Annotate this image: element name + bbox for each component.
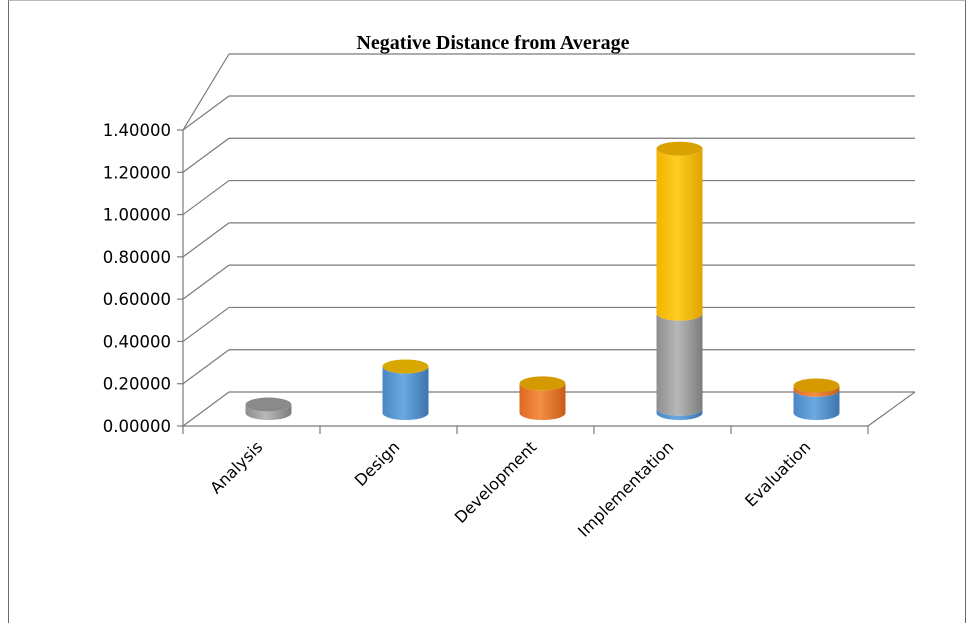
gridline-depth — [182, 95, 230, 131]
chart-frame — [8, 0, 966, 623]
bar-stack-implementation — [656, 141, 703, 421]
gridline-depth — [182, 180, 230, 216]
bar-stack-analysis — [245, 397, 292, 421]
bar-cap — [382, 359, 429, 374]
y-tick-label: 0.00000 — [103, 417, 171, 436]
x-tick-label: Design — [351, 437, 404, 490]
y-tick-label: 1.20000 — [103, 163, 171, 182]
y-tick-label: 1.40000 — [103, 121, 171, 140]
x-tick-label: Evaluation — [741, 437, 814, 510]
gridline-depth — [182, 391, 230, 427]
y-tick-label: 0.40000 — [103, 332, 171, 351]
x-axis-depth — [867, 391, 916, 427]
x-axis — [182, 130, 916, 434]
bar-stack-evaluation — [793, 378, 840, 421]
bar-cap — [793, 378, 840, 393]
gridline-depth — [182, 306, 230, 342]
category-labels: Analysis Design Development Implementation E… — [206, 437, 814, 540]
gridline-depth — [182, 222, 230, 258]
bar-segment — [519, 383, 566, 421]
bar-cap — [656, 141, 703, 156]
bar-segment — [793, 385, 840, 397]
gridline-depth — [182, 137, 230, 173]
bar-segment — [656, 148, 703, 321]
y-tick-label: 1.00000 — [103, 206, 171, 225]
y-axis: 0.00000 0.20000 0.40000 0.60000 0.80000 1.000… — [103, 121, 183, 436]
chart-title: Negative Distance from Average — [356, 32, 629, 54]
bar-segment — [382, 366, 429, 421]
bars — [245, 141, 840, 421]
gridline-depth — [182, 264, 230, 300]
y-tick-label: 0.80000 — [103, 248, 171, 267]
x-tick-label: Development — [451, 437, 541, 527]
bar-stack-design — [382, 359, 429, 421]
gridline-depth — [182, 53, 230, 131]
x-tick-label: Implementation — [574, 437, 677, 540]
grid — [182, 53, 915, 427]
bar-cap — [519, 376, 566, 391]
bar-segment — [793, 389, 840, 421]
y-tick-label: 0.20000 — [103, 375, 171, 394]
bar-segment — [245, 404, 292, 421]
bar-cap — [245, 397, 292, 412]
x-tick-label: Analysis — [206, 437, 266, 497]
bar-segment — [656, 408, 703, 421]
bar-segment — [656, 313, 703, 416]
bar-stack-development — [519, 376, 566, 421]
y-tick-label: 0.60000 — [103, 290, 171, 309]
gridline-depth — [182, 349, 230, 385]
